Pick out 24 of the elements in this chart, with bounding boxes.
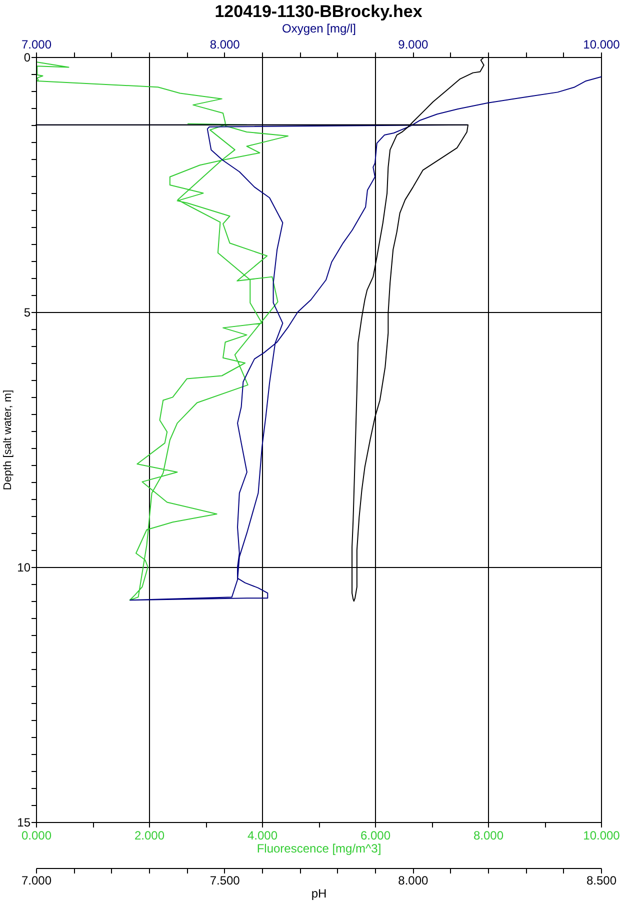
line-series: [36, 62, 288, 601]
x-axis-title: pH: [311, 886, 327, 900]
x-tick-label: 6.000: [360, 828, 391, 842]
y-tick-label: 15: [17, 816, 31, 830]
x-tick-label: 7.000: [21, 874, 52, 888]
y-tick-label: 10: [17, 560, 31, 574]
chart-title: 120419-1130-BBrocky.hex: [214, 2, 423, 21]
x-axis-title: Fluorescence [mg/m^3]: [256, 842, 382, 856]
x2-tick-label: 8.000: [210, 38, 240, 52]
x-tick-label: 10.000: [583, 828, 620, 842]
x-tick-label: 0.000: [21, 828, 52, 842]
x2-tick-label: 9.000: [398, 38, 429, 52]
x-tick-label: 8.000: [398, 874, 429, 888]
y-tick-label: 5: [24, 306, 31, 320]
x2-tick-label: 7.000: [21, 38, 52, 52]
x-tick-label: 4.000: [247, 828, 278, 842]
x-tick-label: 2.000: [134, 828, 165, 842]
x2-axis-title: Oxygen [mg/l]: [282, 22, 356, 36]
y-tick-label: 0: [24, 50, 31, 64]
x-tick-label: 8.000: [473, 828, 504, 842]
y-axis-title: Depth [salt water, m]: [2, 390, 14, 490]
x-tick-label: 7.500: [210, 874, 240, 888]
x2-tick-label: 10.000: [583, 38, 620, 52]
x-tick-label: 8.500: [586, 874, 617, 888]
